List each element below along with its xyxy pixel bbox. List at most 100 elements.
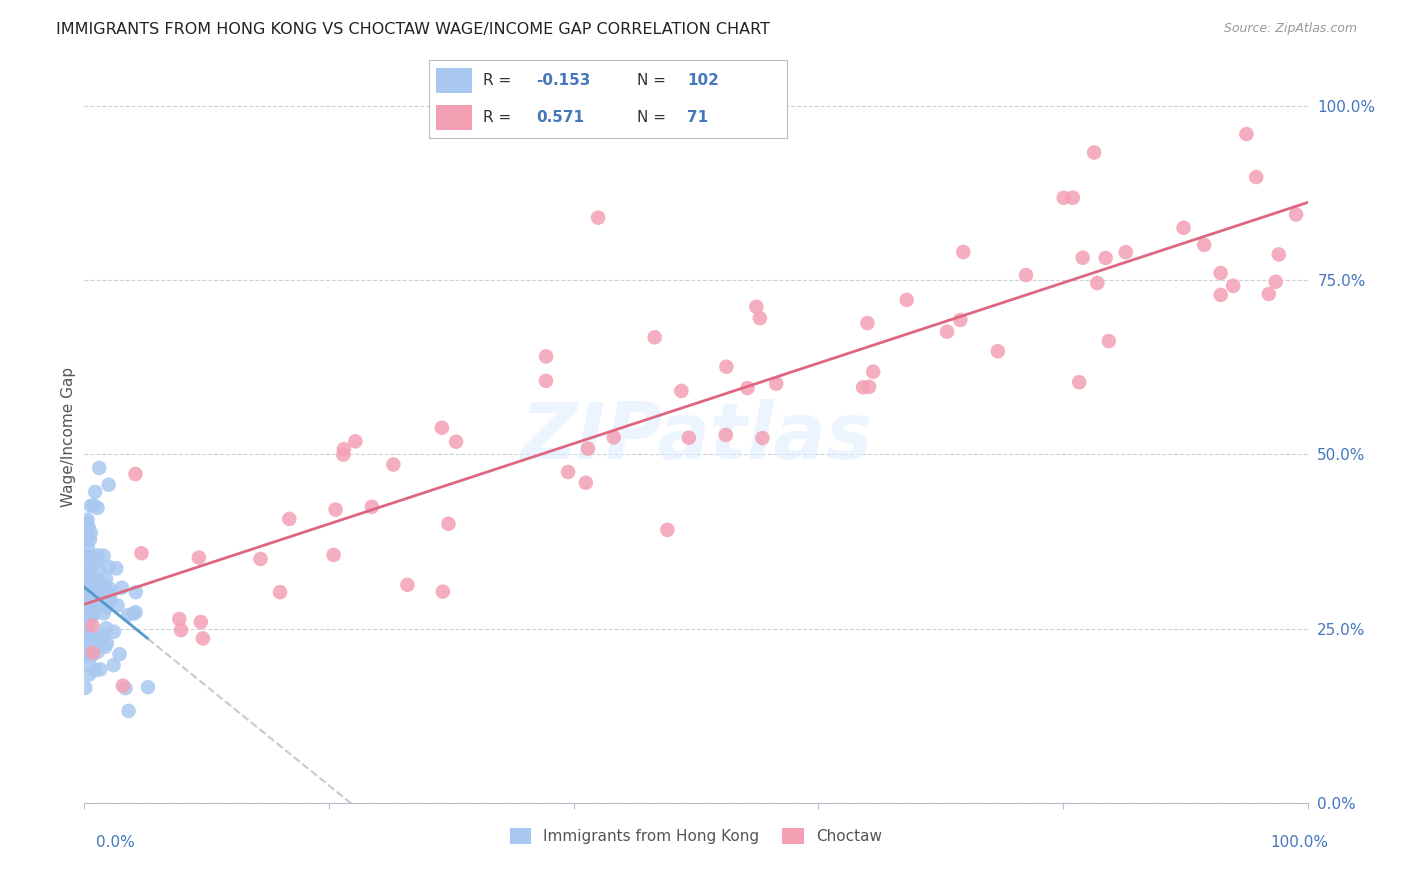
Point [94, 640, 117, 654]
Point [1222, 278, 1244, 293]
Point [191, 632, 214, 646]
Point [437, 516, 460, 531]
Point [93, 607, 115, 621]
Point [114, 681, 136, 696]
Point [1053, 191, 1076, 205]
Point [75, 648, 97, 662]
Point [93, 549, 115, 563]
Point [98, 581, 121, 595]
Point [1244, 170, 1267, 185]
Point [1115, 245, 1137, 260]
Point [76, 613, 98, 627]
Point [136, 680, 159, 694]
Point [83, 555, 105, 569]
Point [1083, 145, 1105, 160]
Point [80, 526, 103, 541]
Point [75, 549, 97, 563]
Point [576, 442, 599, 456]
Point [79, 599, 101, 613]
Point [91, 628, 114, 642]
Point [586, 211, 609, 225]
Text: 0.0%: 0.0% [96, 836, 135, 850]
Point [575, 475, 598, 490]
Point [430, 421, 453, 435]
Text: Source: ZipAtlas.com: Source: ZipAtlas.com [1223, 22, 1357, 36]
Point [603, 430, 626, 444]
Legend: Immigrants from Hong Kong, Choctaw: Immigrants from Hong Kong, Choctaw [503, 822, 889, 850]
Point [75, 622, 97, 636]
Point [111, 581, 134, 595]
Point [89, 574, 111, 588]
Point [87, 593, 110, 607]
Point [105, 561, 128, 575]
Point [82, 607, 104, 622]
Point [87, 575, 110, 590]
Point [678, 431, 700, 445]
Point [1268, 247, 1291, 261]
Point [396, 578, 419, 592]
Point [557, 465, 579, 479]
Point [117, 704, 139, 718]
Point [79, 576, 101, 591]
Point [76, 599, 98, 614]
Point [748, 311, 770, 326]
Point [79, 608, 101, 623]
Text: N =: N = [637, 72, 666, 87]
Point [1264, 275, 1286, 289]
Point [75, 573, 97, 587]
Point [76, 591, 98, 606]
Point [131, 546, 153, 560]
Point [76, 623, 98, 637]
Point [76, 516, 98, 530]
Point [75, 599, 97, 614]
Point [1285, 207, 1308, 221]
Point [76, 604, 98, 618]
Point [852, 380, 875, 394]
Text: IMMIGRANTS FROM HONG KONG VS CHOCTAW WAGE/INCOME GAP CORRELATION CHART: IMMIGRANTS FROM HONG KONG VS CHOCTAW WAG… [56, 22, 770, 37]
Point [77, 648, 100, 663]
Bar [436, 105, 472, 130]
Point [896, 293, 918, 307]
Point [82, 550, 104, 565]
Point [82, 618, 104, 632]
Point [856, 316, 879, 330]
Point [82, 576, 104, 591]
Point [170, 623, 193, 637]
Point [1257, 287, 1279, 301]
Point [79, 658, 101, 673]
Point [80, 550, 103, 565]
Point [644, 330, 666, 344]
Point [76, 615, 98, 630]
Point [987, 344, 1010, 359]
Point [76, 541, 98, 556]
Text: -0.153: -0.153 [537, 72, 591, 87]
Point [190, 615, 212, 629]
Point [100, 594, 122, 608]
Point [1071, 251, 1094, 265]
Point [91, 579, 114, 593]
Point [936, 325, 959, 339]
Point [87, 581, 110, 595]
Point [1209, 266, 1232, 280]
Point [103, 658, 125, 673]
Point [344, 434, 367, 449]
Point [76, 574, 98, 588]
Point [124, 605, 146, 619]
Point [84, 640, 107, 655]
Point [269, 585, 291, 599]
Point [657, 523, 679, 537]
Point [169, 612, 191, 626]
Point [97, 559, 120, 574]
Point [249, 552, 271, 566]
Point [1094, 251, 1116, 265]
Point [751, 431, 773, 445]
Text: R =: R = [482, 111, 510, 126]
Point [75, 516, 97, 531]
Point [103, 624, 125, 639]
Point [87, 645, 110, 659]
Text: 0.571: 0.571 [537, 111, 585, 126]
Point [333, 442, 356, 456]
Point [432, 584, 454, 599]
Point [534, 350, 557, 364]
Point [1062, 191, 1084, 205]
